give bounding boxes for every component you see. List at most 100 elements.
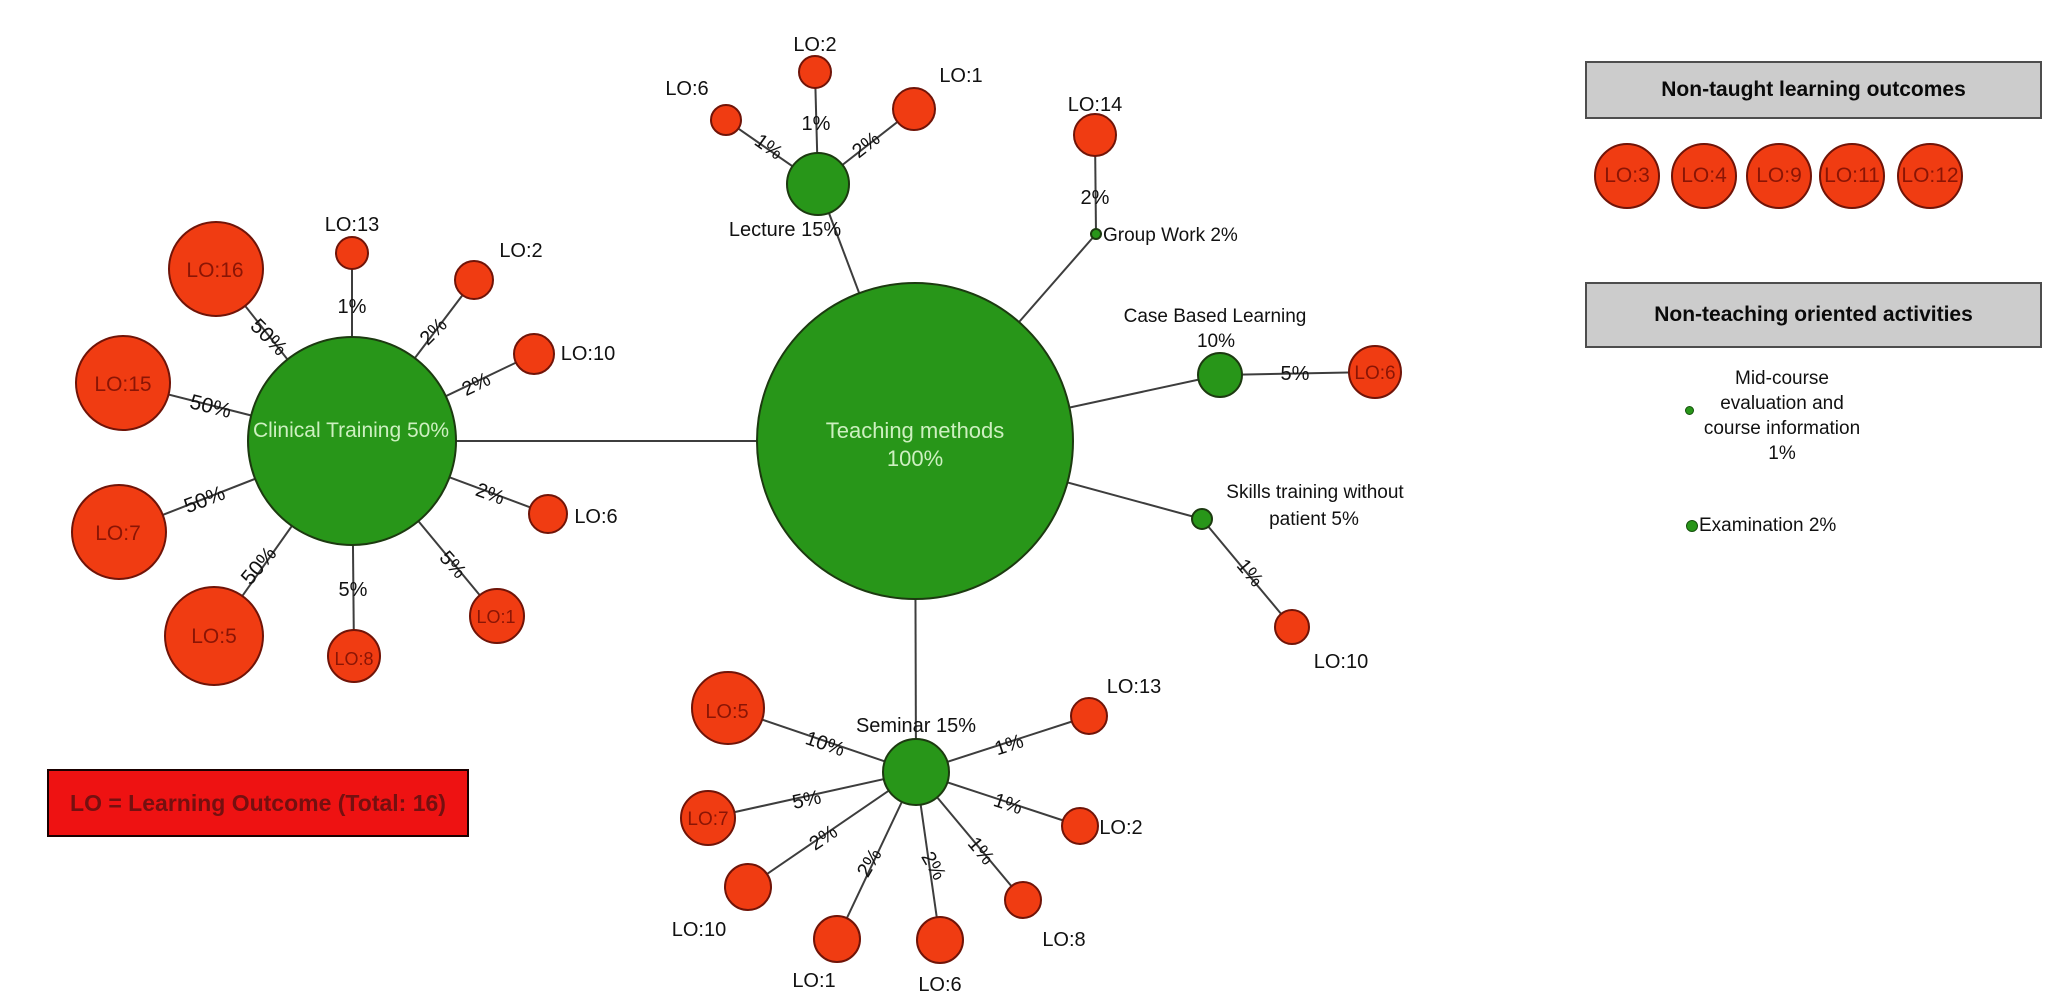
node-c8	[327, 629, 381, 683]
node-groupwork	[1090, 228, 1102, 240]
edge-percent-label: 1%	[802, 113, 831, 135]
non-taught-outcome-circle: LO:12	[1897, 143, 1963, 209]
lo-label: LO:8	[1042, 929, 1085, 951]
lo-label: LO:2	[793, 34, 836, 56]
non-taught-outcome-circle: LO:4	[1671, 143, 1737, 209]
node-s13	[1070, 697, 1108, 735]
node-c13	[335, 236, 369, 270]
lo-label: LO:2	[499, 240, 542, 262]
non-taught-outcome-circle: LO:11	[1819, 143, 1885, 209]
node-s10	[724, 863, 772, 911]
mid-course-line: course information	[1703, 418, 1861, 439]
lo-label: LO:10	[672, 919, 726, 941]
edge-percent-label: 2%	[916, 848, 950, 884]
edge-percent-label: 5%	[1281, 363, 1310, 385]
lo-label: LO:10	[561, 343, 615, 365]
mid-course-dot-icon	[1685, 406, 1694, 415]
lo-label: LO:6	[574, 506, 617, 528]
clinical-training-label: Clinical Training 50%	[253, 419, 449, 442]
edge-percent-label: 2%	[853, 845, 887, 881]
edge-skills-sk10	[1201, 518, 1293, 628]
edge-percent-label: 2%	[848, 128, 884, 163]
lo-label: LO:1	[939, 65, 982, 87]
node-casebased	[1197, 352, 1243, 398]
teaching-methods-percent: 100%	[887, 446, 943, 471]
node-l2	[798, 55, 832, 89]
lo-label: LO:5	[705, 701, 748, 723]
edge-percent-label: 2%	[1081, 187, 1110, 209]
node-c16	[168, 221, 264, 317]
teaching-methods-label: Teaching methods	[826, 418, 1005, 443]
edge-percent-label: 1%	[338, 296, 367, 318]
node-l1	[892, 87, 936, 131]
lo-label: LO:6	[665, 78, 708, 100]
node-clinical	[247, 336, 457, 546]
group-work-label: Group Work 2%	[1103, 225, 1238, 246]
node-s2	[1061, 807, 1099, 845]
case-based-label: Case Based Learning	[1124, 306, 1307, 327]
node-teaching	[756, 282, 1074, 600]
node-lecture	[786, 152, 850, 216]
lo-label: LO:2	[1099, 817, 1142, 839]
node-c7	[71, 484, 167, 580]
node-s8	[1004, 881, 1042, 919]
edge-percent-label: 5%	[790, 786, 823, 814]
non-taught-outcomes-title: Non-taught learning outcomes	[1661, 78, 1966, 101]
lo-label: LO:13	[325, 214, 379, 236]
edge-seminar-s7	[707, 771, 917, 819]
node-c15	[75, 335, 171, 431]
node-c6	[528, 494, 568, 534]
node-c5	[164, 586, 264, 686]
node-c2	[454, 260, 494, 300]
mid-course-evaluation-label: Mid-course evaluation and course informa…	[1661, 366, 1903, 466]
mid-course-line: Mid-course	[1735, 368, 1829, 389]
node-gw14	[1073, 113, 1117, 157]
node-c10	[513, 333, 555, 375]
lo-label: LO:16	[186, 259, 243, 282]
non-taught-outcome-circle: LO:9	[1746, 143, 1812, 209]
node-s1	[813, 915, 861, 963]
non-teaching-activities-header: Non-teaching oriented activities	[1585, 282, 2042, 348]
node-c1	[469, 588, 525, 644]
skills-percent: patient 5%	[1269, 509, 1359, 530]
non-taught-outcomes-header: Non-taught learning outcomes	[1585, 61, 2042, 119]
edge-percent-label: 50%	[181, 482, 228, 519]
lo-label: LO:1	[792, 970, 835, 992]
edge-percent-label: 2%	[473, 479, 508, 510]
edge-percent-label: 2%	[459, 368, 495, 401]
non-taught-outcome-circle: LO:3	[1594, 143, 1660, 209]
node-sk10	[1274, 609, 1310, 645]
examination-dot-icon	[1686, 520, 1698, 532]
node-s5	[691, 671, 765, 745]
edge-percent-label: 2%	[416, 314, 452, 350]
mid-course-line: evaluation and	[1720, 393, 1844, 414]
edge-percent-label: 1%	[991, 789, 1025, 819]
edge-percent-label: 1%	[992, 730, 1026, 760]
node-skills	[1191, 508, 1213, 530]
lo-label: LO:13	[1107, 676, 1161, 698]
lo-label: LO:5	[191, 625, 237, 648]
legend-label: LO = Learning Outcome (Total: 16)	[70, 789, 446, 816]
lo-label: LO:10	[1314, 651, 1368, 673]
mid-course-line: 1%	[1768, 443, 1796, 464]
node-seminar	[882, 738, 950, 806]
lo-label: LO:14	[1068, 94, 1122, 116]
edge-percent-label: 5%	[339, 579, 368, 601]
case-based-percent: 10%	[1197, 331, 1235, 352]
non-teaching-activities-title: Non-teaching oriented activities	[1654, 303, 1973, 326]
node-s7	[680, 790, 736, 846]
lo-label: LO:7	[687, 809, 728, 830]
lecture-label: Lecture 15%	[729, 219, 842, 241]
lo-label: LO:7	[95, 522, 141, 545]
lo-label: LO:8	[334, 649, 373, 669]
lo-label: LO:6	[918, 974, 961, 996]
node-l6	[710, 104, 742, 136]
lo-label: LO:1	[476, 607, 515, 627]
lo-label: LO:6	[1354, 363, 1395, 384]
legend-box: LO = Learning Outcome (Total: 16)	[47, 769, 469, 837]
skills-label: Skills training without	[1226, 482, 1404, 503]
lo-label: LO:15	[94, 373, 151, 396]
edge-percent-label: 50%	[187, 390, 233, 422]
node-s6	[916, 916, 964, 964]
seminar-label: Seminar 15%	[856, 715, 976, 737]
